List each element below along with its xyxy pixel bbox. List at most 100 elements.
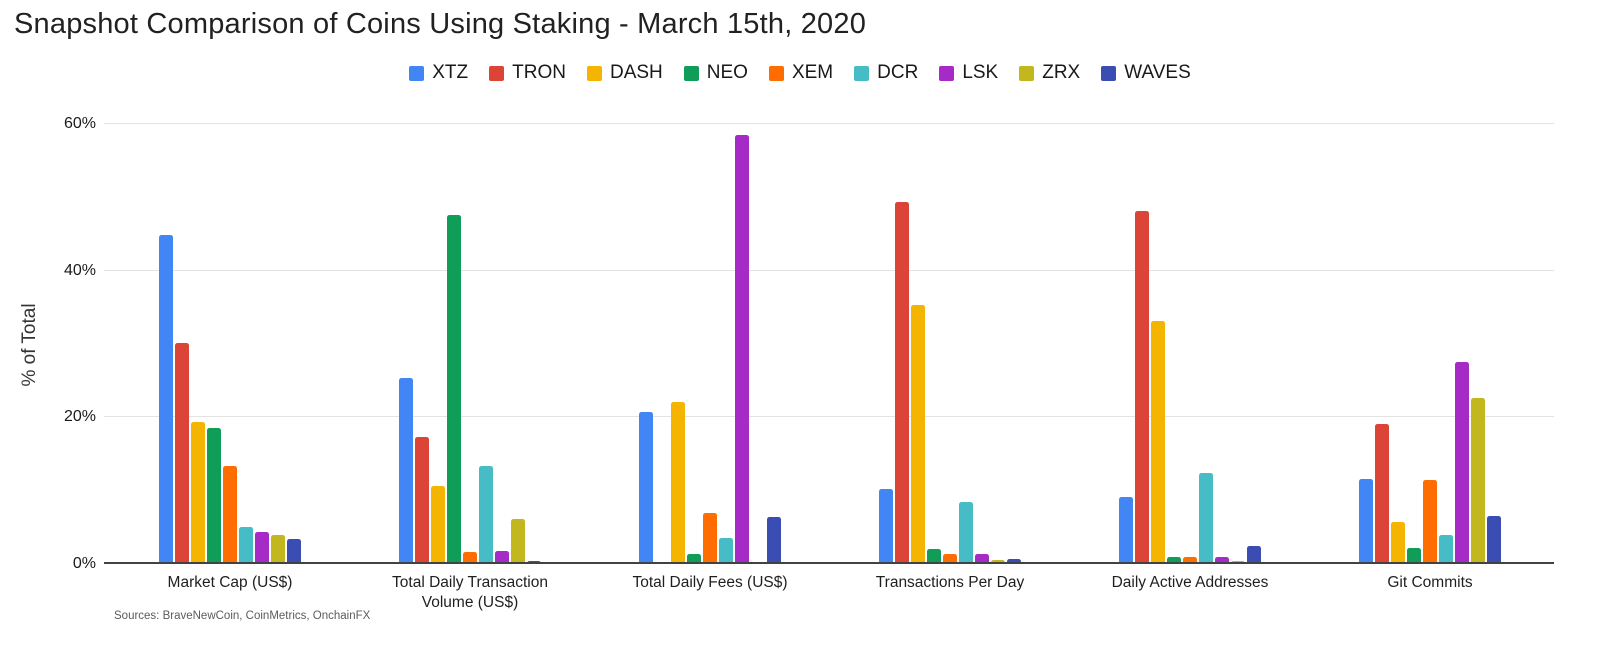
legend-label: WAVES: [1124, 62, 1191, 83]
bar-neo: [447, 214, 461, 564]
legend-label: XTZ: [432, 62, 469, 83]
bar-xtz: [399, 377, 413, 564]
x-category-label: Git Commits: [1387, 574, 1473, 591]
plot-area: Market Cap (US$) Total Daily Transaction …: [104, 110, 1554, 611]
x-category-label: Market Cap (US$): [167, 574, 293, 591]
y-tick-label: 20%: [63, 408, 96, 426]
bar-neo: [687, 553, 701, 564]
legend-swatch-icon: [489, 65, 505, 81]
bar-dcr: [479, 465, 493, 564]
legend-item-dcr: DCR: [854, 62, 918, 84]
legend-label: LSK: [962, 62, 999, 83]
bar-group: Transactions Per Day: [876, 202, 1024, 591]
bar-xem: [1423, 479, 1437, 564]
bar-lsk: [255, 532, 269, 564]
bar-dcr: [1199, 473, 1213, 564]
bar-xtz: [1119, 496, 1133, 564]
bar-dash: [431, 485, 445, 564]
bar-waves: [287, 539, 301, 564]
bar-tron: [175, 342, 189, 564]
bar-zrx: [991, 559, 1005, 564]
legend-item-xtz: XTZ: [409, 62, 468, 84]
legend-item-xem: XEM: [768, 62, 834, 84]
bar-group: Git Commits: [1359, 362, 1501, 591]
x-category-label: Daily Active Addresses: [1111, 574, 1269, 591]
bar-xem: [463, 552, 477, 564]
legend-swatch-icon: [1101, 65, 1117, 81]
bar-lsk: [495, 550, 509, 564]
bar-waves: [767, 517, 781, 564]
bar-neo: [1167, 556, 1181, 564]
bar-neo: [1407, 547, 1421, 564]
bar-tron: [1375, 423, 1389, 564]
bar-neo: [207, 427, 221, 564]
legend: XTZ TRON DASH NEO XEM DCR LSK ZRX WAVES: [0, 62, 1600, 84]
bar-waves: [1487, 515, 1501, 564]
bar-waves: [1247, 545, 1261, 564]
legend-item-dash: DASH: [586, 62, 663, 84]
x-axis-line: [104, 562, 1554, 564]
bar-waves: [1007, 558, 1021, 564]
bar-zrx: [511, 518, 525, 564]
y-tick-label: 0%: [72, 555, 96, 572]
x-category-label: Total Daily Fees (US$): [632, 574, 788, 591]
legend-swatch-icon: [854, 65, 870, 81]
chart-title: Snapshot Comparison of Coins Using Staki…: [14, 8, 867, 40]
legend-label: DCR: [877, 62, 919, 83]
bar-lsk: [1215, 557, 1229, 564]
y-axis-ticks: 0% 20% 40% 60%: [0, 110, 96, 572]
gridline: [104, 269, 1554, 271]
bar-lsk: [735, 135, 749, 564]
bar-tron: [415, 437, 429, 564]
bar-xtz: [879, 489, 893, 564]
legend-item-lsk: LSK: [939, 62, 998, 84]
y-tick-label: 40%: [63, 261, 96, 279]
legend-swatch-icon: [939, 65, 955, 81]
bar-zrx: [271, 534, 285, 564]
bar-xtz: [159, 234, 173, 564]
gridline: [104, 416, 1554, 418]
legend-label: ZRX: [1042, 62, 1081, 83]
legend-label: NEO: [706, 62, 748, 83]
bar-dash: [671, 401, 685, 564]
y-tick-label: 60%: [63, 115, 96, 132]
bar-xem: [1183, 556, 1197, 564]
x-category-label: Total Daily Transaction Volume (US$): [392, 574, 548, 612]
legend-swatch-icon: [409, 65, 425, 81]
bar-dash: [191, 422, 205, 564]
legend-label: XEM: [791, 62, 834, 83]
bar-xem: [703, 512, 717, 564]
bar-group: Total Daily Fees (US$): [632, 135, 788, 591]
legend-item-neo: NEO: [683, 62, 748, 84]
bar-zrx: [1471, 397, 1485, 564]
bar-dcr: [1439, 535, 1453, 564]
bar-group: Total Daily Transaction Volume (US$): [392, 214, 548, 611]
bar-dash: [911, 305, 925, 564]
bar-xem: [943, 553, 957, 564]
bar-xtz: [639, 412, 653, 564]
bar-tron: [895, 202, 909, 564]
bar-neo: [927, 549, 941, 564]
bar-dash: [1391, 522, 1405, 564]
legend-swatch-icon: [586, 65, 602, 81]
legend-item-tron: TRON: [489, 62, 566, 84]
bar-group: Market Cap (US$): [159, 234, 301, 591]
legend-item-waves: WAVES: [1101, 62, 1191, 84]
bar-dcr: [239, 526, 253, 564]
legend-swatch-icon: [768, 65, 784, 81]
bar-dcr: [959, 501, 973, 564]
bar-dash: [1151, 320, 1165, 564]
bar-xtz: [1359, 478, 1373, 564]
source-note: Sources: BraveNewCoin, CoinMetrics, Onch…: [114, 610, 371, 622]
legend-label: DASH: [609, 62, 663, 83]
legend-swatch-icon: [683, 65, 699, 81]
bar-tron: [1135, 210, 1149, 564]
legend-swatch-icon: [1019, 65, 1035, 81]
bar-dcr: [719, 538, 733, 564]
bar-lsk: [975, 554, 989, 564]
bar-group: Daily Active Addresses: [1112, 210, 1268, 591]
gridline: [104, 123, 1554, 124]
legend-label: TRON: [512, 62, 566, 83]
bar-xem: [223, 465, 237, 564]
